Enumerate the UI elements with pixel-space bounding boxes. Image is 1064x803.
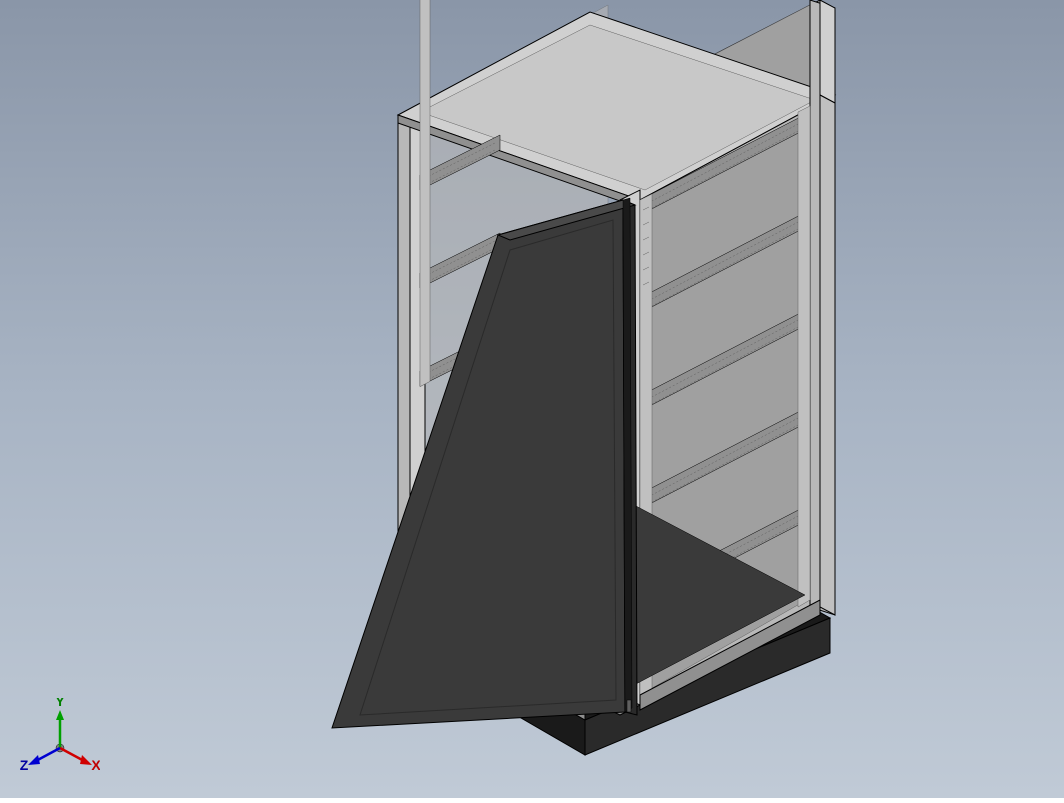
cabinet-door (332, 198, 637, 728)
z-axis-label: Z (20, 757, 29, 773)
model-render (0, 0, 1064, 798)
triad-icon: Y X Z (20, 698, 100, 778)
model-display[interactable] (0, 0, 1064, 798)
coordinate-triad[interactable]: Y X Z (20, 698, 100, 778)
left-mounting-rail (420, 0, 430, 387)
cad-viewport[interactable]: Y X Z (0, 0, 1064, 798)
x-axis-label: X (91, 757, 100, 773)
y-axis-label: Y (55, 698, 65, 709)
right-mounting-rail-back (798, 106, 810, 607)
